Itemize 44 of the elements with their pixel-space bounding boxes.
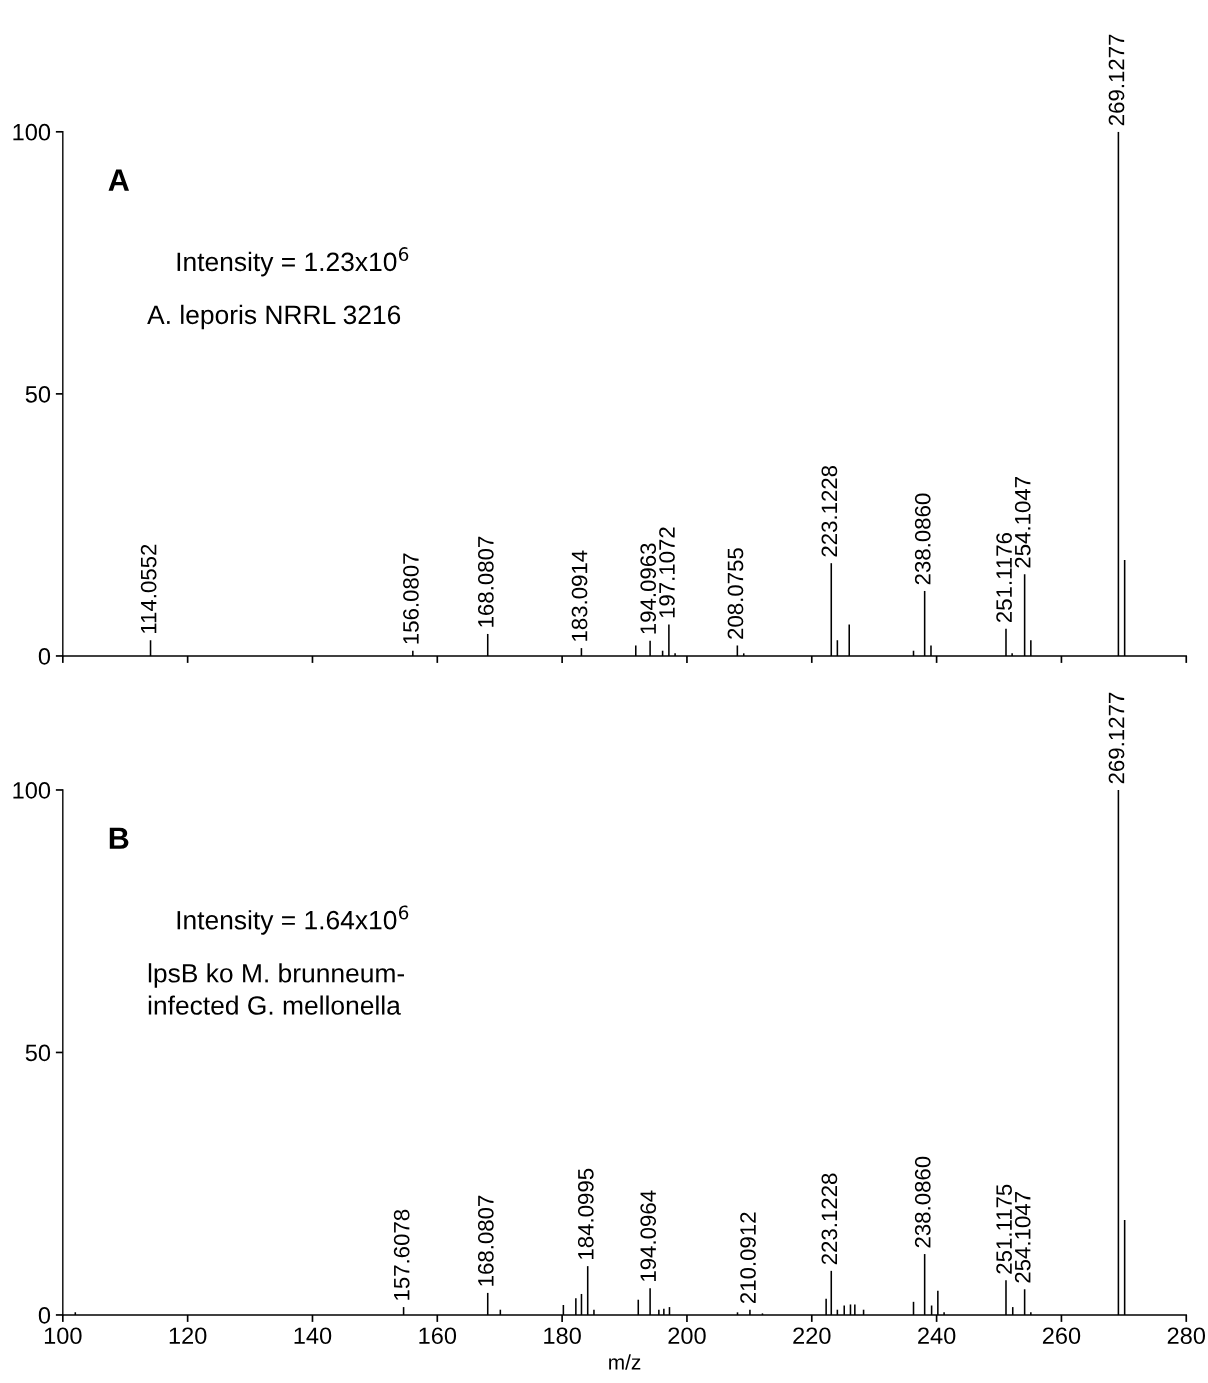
annotation: 183.0914 xyxy=(571,550,588,641)
y-tick-label: 50 xyxy=(25,385,51,403)
x-tick-label: 140 xyxy=(294,1327,332,1345)
annotation: 157.6078 xyxy=(393,1209,410,1300)
annotation: 197.1072 xyxy=(659,527,675,618)
annotation: 194.0963 xyxy=(640,543,657,634)
annotation: A. leporis NRRL 3216 xyxy=(147,304,401,330)
annotation: 223.1228 xyxy=(821,1173,838,1265)
y-tick-label: 50 xyxy=(25,1044,51,1062)
x-tick-label: 260 xyxy=(1042,1327,1081,1345)
annotation: B xyxy=(109,827,129,849)
annotation: 223.1228 xyxy=(821,465,838,557)
annotation: 251.1176 xyxy=(996,533,1012,623)
x-tick-label: 160 xyxy=(419,1327,457,1345)
annotation: 184.0995 xyxy=(577,1168,594,1259)
annotation: 269.1277 xyxy=(1108,692,1125,784)
annotation: 114.0552 xyxy=(140,544,157,633)
annotation: 251.1175 xyxy=(996,1184,1012,1274)
x-tick-label: 280 xyxy=(1167,1327,1206,1345)
x-tick-label: 240 xyxy=(918,1327,956,1345)
y-tick-label: 100 xyxy=(13,782,51,799)
y-tick-label: 0 xyxy=(38,648,51,665)
annotation: 238.0860 xyxy=(914,1156,931,1248)
x-tick-label: 200 xyxy=(668,1327,706,1345)
annotation: lpsB ko M. brunneum- infected G. mellonella xyxy=(148,963,405,1015)
annotation: 168.0807 xyxy=(477,536,494,627)
annotation: 254.1047 xyxy=(1014,1192,1031,1283)
annotation: 156.0807 xyxy=(403,553,419,644)
x-axis-title: m/z xyxy=(609,1354,641,1370)
annotation: A xyxy=(108,169,130,191)
annotation: 168.0807 xyxy=(477,1195,494,1286)
annotation: 254.1047 xyxy=(1014,477,1031,568)
annotation: 238.0860 xyxy=(914,493,931,585)
annotation: 269.1277 xyxy=(1108,34,1125,126)
annotation: 208.0755 xyxy=(727,548,744,639)
annotation: 210.0912 xyxy=(740,1212,756,1304)
x-tick-label: 120 xyxy=(169,1327,207,1345)
y-tick-label: 100 xyxy=(13,123,51,141)
annotation: Intensity = 1.23x10$^{6}$ xyxy=(177,247,409,277)
x-tick-label: 180 xyxy=(544,1327,581,1345)
annotation: 194.0964 xyxy=(640,1190,657,1281)
y-tick-label: 0 xyxy=(38,1307,51,1324)
annotation: Intensity = 1.64x10$^{6}$ xyxy=(177,905,409,935)
x-tick-label: 220 xyxy=(793,1327,831,1345)
